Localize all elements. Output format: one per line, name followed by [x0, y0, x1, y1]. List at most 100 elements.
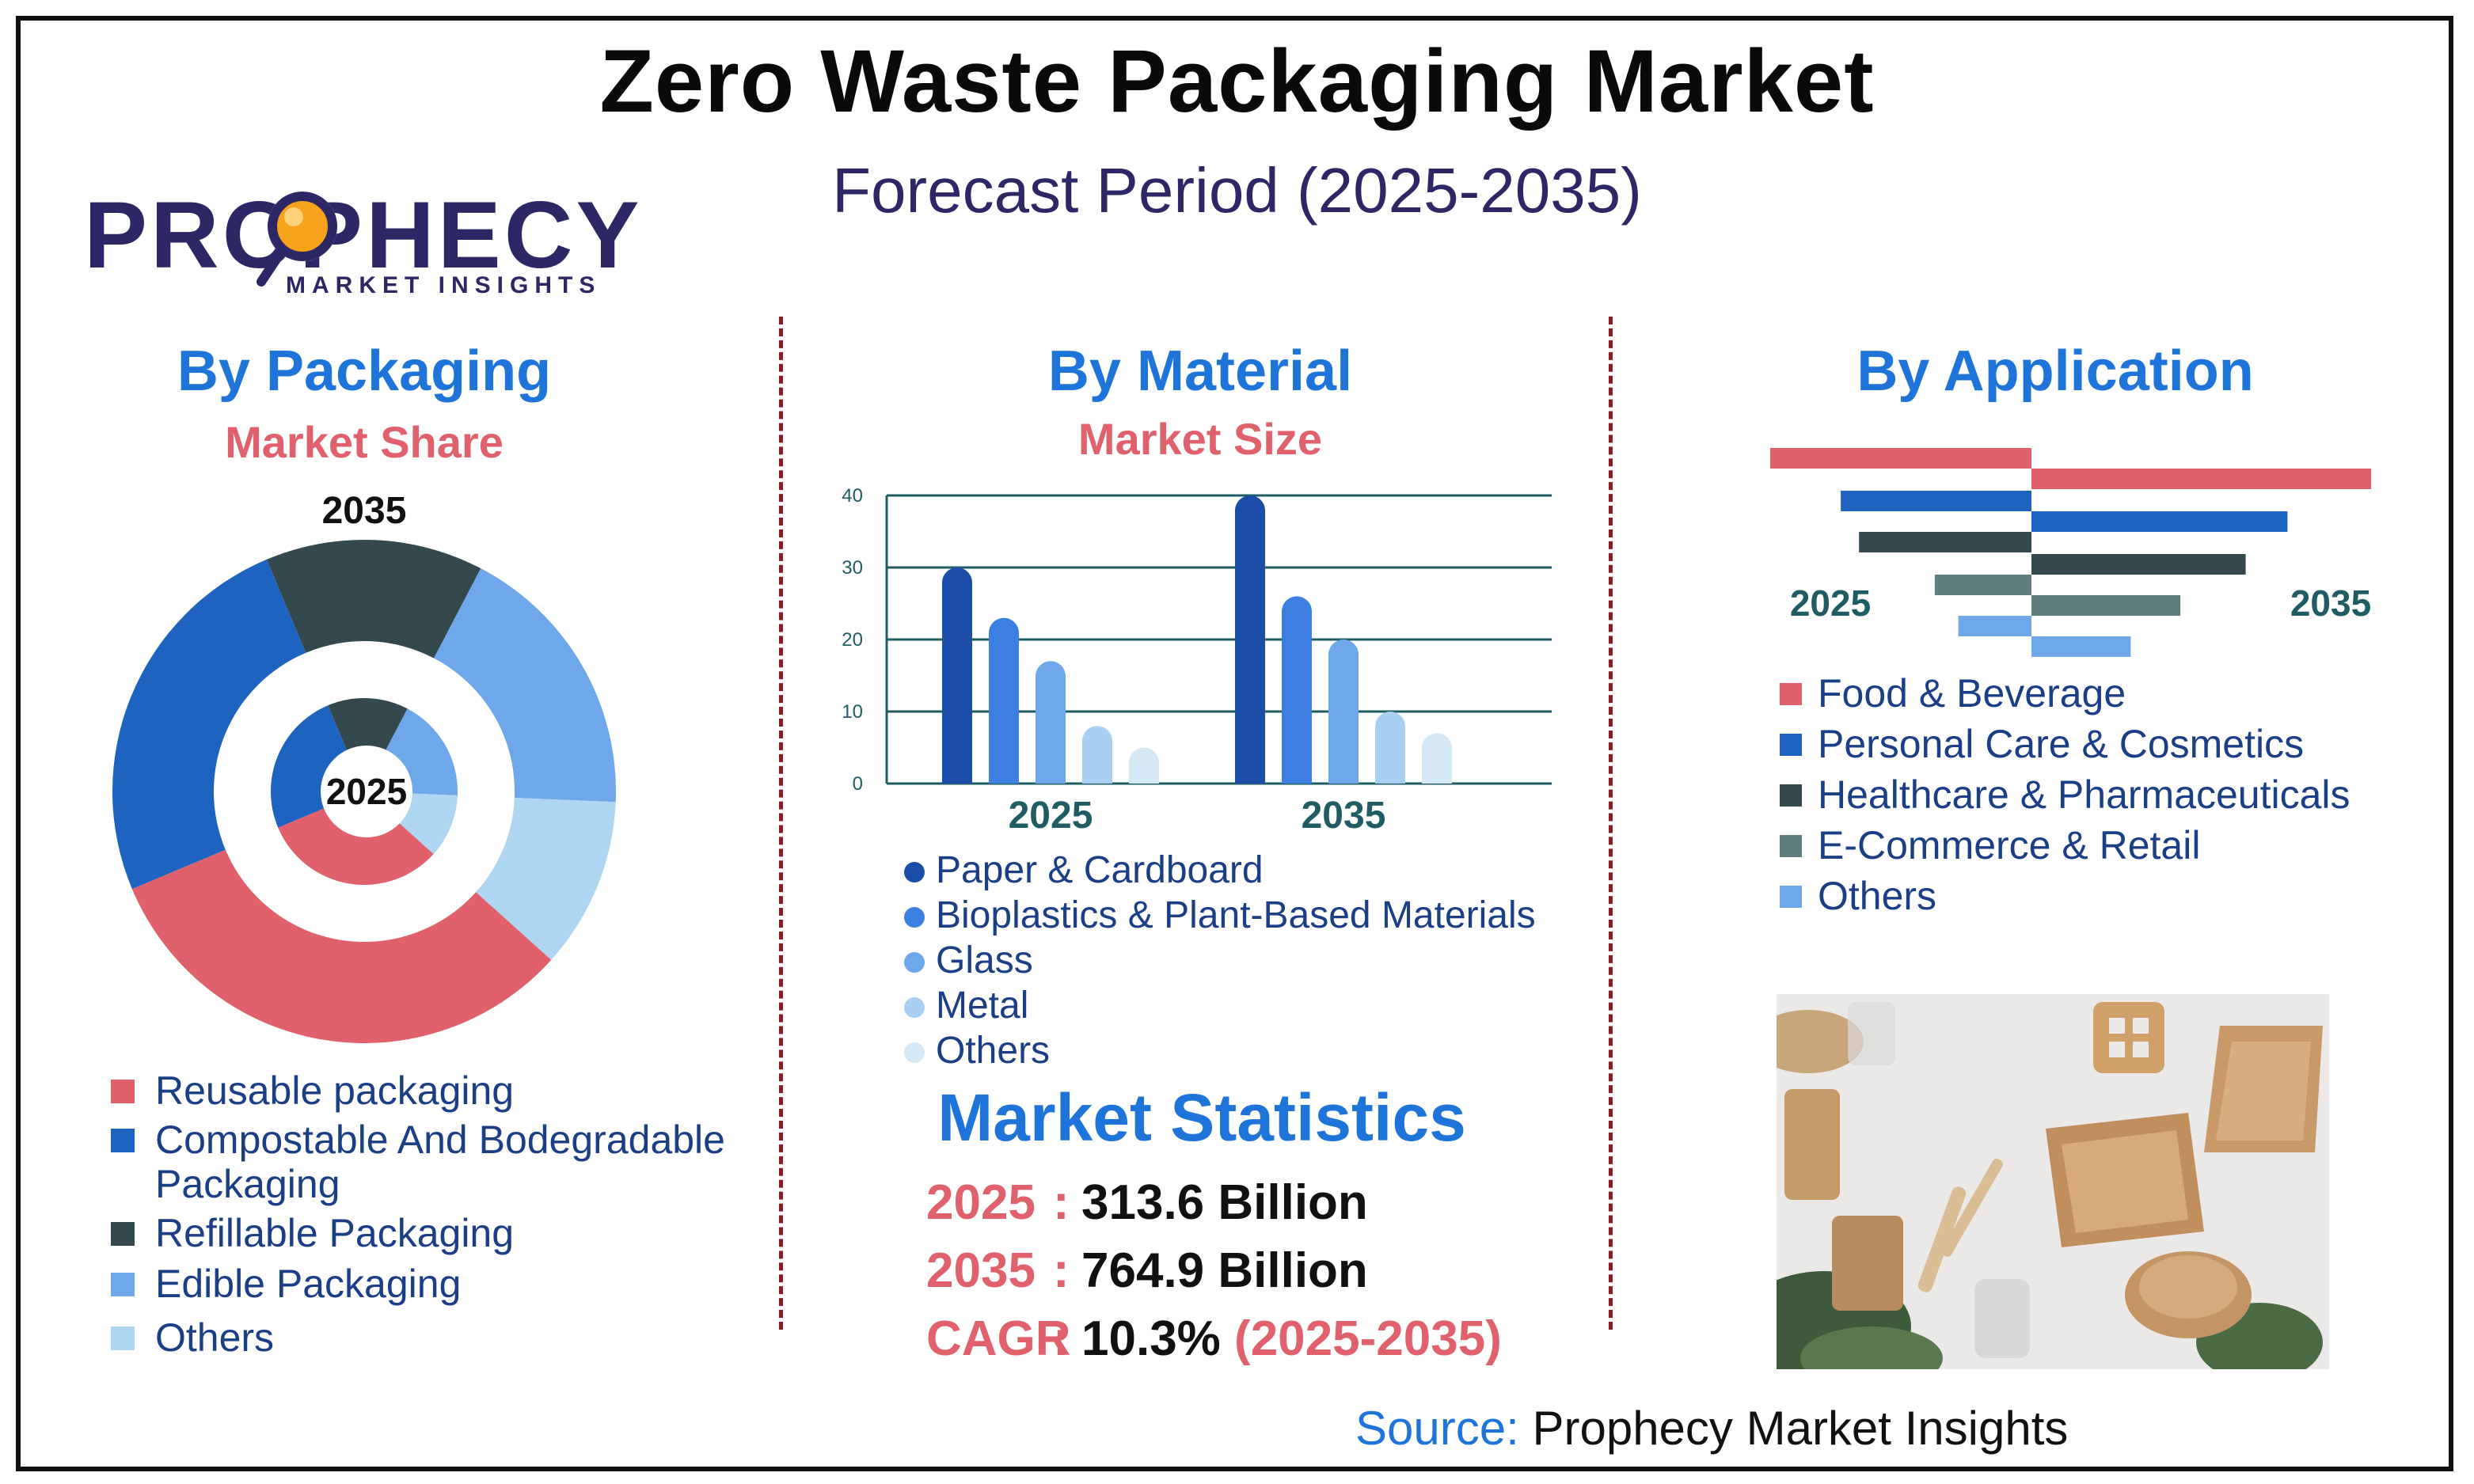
bar-2035-2 [1328, 640, 1359, 784]
legend-label: Food & Beverage [1818, 671, 2126, 715]
stat-key: 2035 [926, 1243, 1036, 1298]
bar-2025-0 [942, 567, 972, 784]
legend-item-bioplastics: Bioplastics & Plant-Based Materials [904, 894, 1536, 939]
packaging-legend: Reusable packaging Compostable And Bodeg… [111, 1068, 725, 1364]
stat-value: 10.3% [1081, 1311, 1221, 1366]
bar-2035-0 [2031, 469, 2371, 489]
legend-label: E-Commerce & Retail [1818, 823, 2201, 867]
legend-item-compostable: Compostable And Bodegradable Packaging [111, 1118, 725, 1211]
stat-colon: : [1053, 1243, 1070, 1298]
stat-extra: (2025-2035) [1234, 1311, 1502, 1366]
legend-swatch [111, 1080, 135, 1103]
x-tick-label: 2035 [1302, 795, 1386, 837]
bar-2035-4 [2031, 636, 2131, 657]
inner-ring-label: 2025 [326, 771, 407, 812]
bar-base-2035-0 [1235, 768, 1265, 784]
side-label-2025: 2025 [1790, 583, 1871, 624]
bar-base-2025-0 [942, 768, 972, 784]
legend-swatch [111, 1273, 135, 1296]
outer-ring-slice-0 [131, 849, 552, 1043]
bar-base-2035-4 [1422, 768, 1452, 784]
inner-ring-slice-2 [328, 698, 408, 791]
inner-ring-slice-0 [278, 791, 434, 885]
infographic-frame [16, 16, 2453, 1471]
legend-label: Edible Packaging [155, 1262, 462, 1306]
stat-row-2035: 2035:764.9 Billion [926, 1243, 1368, 1299]
legend-swatch [904, 907, 925, 928]
packaging-photo-illustration [1777, 994, 2329, 1369]
legend-swatch [1780, 886, 1802, 908]
bar-base-2025-1 [989, 768, 1019, 784]
page-subtitle: Forecast Period (2025-2035) [832, 155, 1642, 226]
material-section-subtitle: Market Size [1077, 414, 1323, 464]
source-name: Prophecy Market Insights [1532, 1402, 2069, 1455]
page-title: Zero Waste Packaging Market [599, 32, 1875, 131]
legend-label: Compostable And Bodegradable Packaging [155, 1118, 725, 1206]
bar-base-2035-1 [1282, 768, 1312, 784]
bar-2025-2 [1859, 532, 2031, 552]
bar-2025-2 [1036, 661, 1066, 784]
column-divider-left [779, 317, 783, 1330]
legend-label: Metal [936, 985, 1029, 1027]
packaging-donut-chart: 2025 [112, 540, 616, 1043]
legend-swatch [111, 1326, 135, 1350]
legend-label: Personal Care & Cosmetics [1818, 722, 2305, 766]
legend-swatch [904, 862, 925, 882]
bar-2035-1 [2031, 511, 2288, 532]
legend-label: Healthcare & Pharmaceuticals [1818, 772, 2350, 817]
y-tick-label: 40 [842, 485, 863, 507]
bar-2025-3 [1934, 575, 2031, 595]
side-label-2035: 2035 [2290, 583, 2371, 624]
legend-label: Bioplastics & Plant-Based Materials [936, 894, 1536, 936]
stat-row-2025: 2025:313.6 Billion [926, 1175, 1368, 1231]
legend-swatch [904, 997, 925, 1018]
outer-ring-slice-4 [476, 797, 616, 960]
column-divider-right [1609, 317, 1613, 1330]
legend-item-glass: Glass [904, 939, 1536, 984]
market-statistics-title: Market Statistics [937, 1080, 1466, 1155]
legend-item-ecommerce: E-Commerce & Retail [1780, 822, 2350, 872]
y-tick-label: 10 [842, 701, 863, 723]
y-tick-label: 30 [842, 557, 863, 579]
stat-colon: : [1053, 1311, 1070, 1366]
legend-item-edible: Edible Packaging [111, 1262, 725, 1315]
bar-2035-3 [2031, 595, 2181, 616]
logo-wordmark: PROPHECY [84, 182, 643, 288]
bar-2025-1 [989, 617, 1019, 784]
legend-item-refillable: Refillable Packaging [111, 1211, 725, 1262]
bar-2035-1 [1282, 596, 1312, 784]
bar-2025-4 [1958, 616, 2031, 636]
bar-2035-3 [1375, 712, 1405, 784]
source-label: Source: [1355, 1402, 1519, 1455]
stat-colon: : [1053, 1175, 1070, 1230]
legend-label: Refillable Packaging [155, 1211, 515, 1255]
legend-swatch [1780, 734, 1802, 756]
application-butterfly-chart: 2025 2035 [1770, 448, 2371, 657]
inner-hole [321, 746, 412, 837]
bar-2035-2 [2031, 554, 2246, 575]
outer-ring-slice-2 [266, 540, 481, 659]
legend-label: Reusable packaging [155, 1068, 515, 1113]
packaging-section-subtitle: Market Share [225, 417, 504, 467]
bar-2035-0 [1235, 495, 1265, 784]
prophecy-logo: PROPHECY MARKET INSIGHTS [84, 180, 639, 307]
legend-item-healthcare: Healthcare & Pharmaceuticals [1780, 771, 2350, 822]
material-section-title: By Material [1047, 340, 1353, 403]
legend-item-others: Others [111, 1315, 725, 1364]
legend-item-paper: Paper & Cardboard [904, 848, 1536, 894]
legend-label: Glass [936, 939, 1033, 981]
legend-item-others: Others [904, 1029, 1536, 1074]
legend-swatch [1780, 835, 1802, 857]
application-legend: Food & Beverage Personal Care & Cosmetic… [1780, 670, 2350, 923]
legend-swatch [904, 1042, 925, 1063]
legend-swatch [111, 1222, 135, 1246]
legend-swatch [904, 952, 925, 973]
outer-ring-label: 2035 [321, 490, 407, 532]
legend-label: Others [1818, 874, 1937, 918]
magnifier-icon [257, 192, 337, 287]
stat-key: CAGR [926, 1311, 1071, 1366]
eco-packaging-photo [1777, 994, 2329, 1369]
stat-value: 313.6 Billion [1081, 1175, 1368, 1230]
logo-tagline: MARKET INSIGHTS [286, 272, 602, 298]
outer-ring-slice-1 [112, 559, 306, 890]
